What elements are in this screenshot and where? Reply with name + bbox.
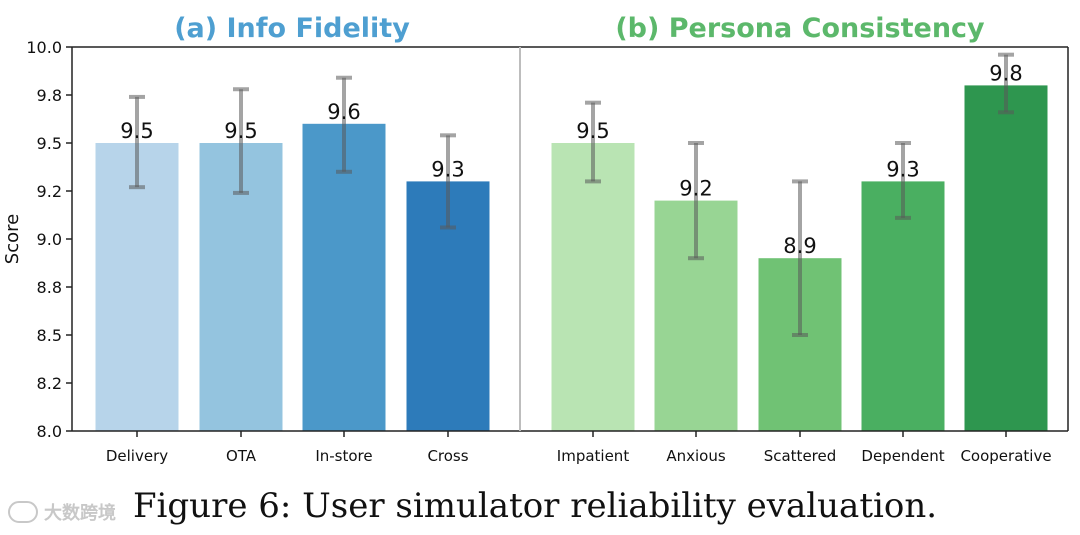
persona-value-label: 9.8: [989, 61, 1022, 85]
figure-caption: Figure 6: User simulator reliability eva…: [132, 486, 938, 526]
persona-value-label: 9.5: [576, 119, 609, 143]
persona-category-label: Scattered: [764, 447, 837, 465]
persona-value-label: 9.2: [679, 177, 712, 201]
y-axis-title: Score: [2, 214, 23, 264]
persona-category-label: Anxious: [666, 447, 725, 465]
info-category-label: In-store: [315, 447, 372, 465]
info-value-label: 9.3: [431, 157, 464, 181]
info-category-label: Delivery: [106, 447, 168, 465]
y-tick-label: 8.8: [37, 278, 62, 297]
y-tick-label: 9.8: [37, 86, 62, 105]
panel-a-title: (a) Info Fidelity: [174, 13, 410, 44]
persona-bar-cooperative: [964, 85, 1048, 432]
info-bar-delivery: [95, 143, 179, 431]
info-value-label: 9.6: [327, 100, 360, 124]
y-tick-label: 9.0: [37, 230, 62, 249]
panel-b-title: (b) Persona Consistency: [615, 13, 985, 44]
persona-category-label: Impatient: [557, 447, 630, 465]
persona-category-label: Cooperative: [960, 447, 1051, 465]
persona-bar-dependent: [861, 181, 945, 431]
y-tick-label: 9.5: [37, 134, 62, 153]
persona-category-label: Dependent: [861, 447, 944, 465]
info-category-label: OTA: [226, 447, 257, 465]
persona-value-label: 8.9: [783, 234, 816, 258]
watermark-logo-icon: [8, 501, 38, 523]
info-value-label: 9.5: [120, 119, 153, 143]
bar-chart: 9.5 9.5 9.6 9.3 9.5 9.2 8.9 9.3 9.8 10.0 9.8 9.5 9.…: [2, 13, 1069, 465]
y-tick-label: 9.2: [37, 182, 62, 201]
y-tick-label: 8.2: [37, 374, 62, 393]
info-bar-in-store: [302, 123, 386, 432]
info-category-label: Cross: [427, 447, 468, 465]
watermark: 大数跨境: [8, 499, 116, 525]
watermark-text: 大数跨境: [44, 503, 116, 524]
info-value-label: 9.5: [224, 119, 257, 143]
y-tick-label: 8.5: [37, 326, 62, 345]
y-tick-label: 10.0: [26, 38, 62, 57]
y-tick-label: 8.0: [37, 422, 62, 441]
persona-bar-impatient: [551, 143, 635, 431]
persona-value-label: 9.3: [886, 157, 919, 181]
